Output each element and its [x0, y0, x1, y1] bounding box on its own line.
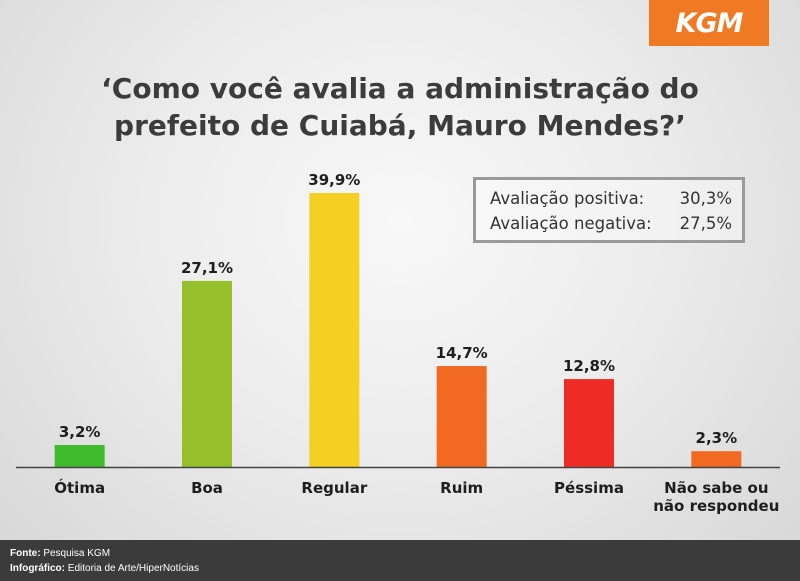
footer-infographic: Infográfico: Editoria de Arte/HiperNotíc…	[10, 561, 800, 576]
bar-3	[436, 366, 487, 467]
chart-title-line-1: ‘Como você avalia a administração do	[101, 72, 699, 105]
bar-value-label-3: 14,7%	[436, 344, 488, 362]
bar-value-label-5: 2,3%	[696, 429, 738, 447]
negative-evaluation-value: 27,5%	[679, 214, 732, 233]
positive-evaluation-label: Avaliação positiva:	[490, 189, 645, 208]
category-label-2: Regular	[301, 479, 367, 497]
bar-value-label-4: 12,8%	[563, 357, 615, 375]
footer: Fonte: Pesquisa KGM Infográfico: Editori…	[0, 540, 800, 581]
bar-1	[182, 280, 232, 467]
category-label-1: Boa	[191, 479, 223, 497]
bar-2	[309, 193, 360, 467]
category-label-5-line-0: Não sabe ou	[664, 479, 768, 497]
bar-chart: 3,2% Ótima 27,1% Boa 39,9% Regular 14,7% Ruim 12…	[16, 171, 780, 515]
footer-source: Fonte: Pesquisa KGM	[10, 546, 800, 561]
evaluation-summary-box: Avaliação positiva: 30,3% Avaliação nega…	[473, 177, 745, 243]
bar-4	[564, 379, 614, 467]
footer-infographic-value: Editoria de Arte/HiperNotícias	[67, 563, 199, 574]
bar-value-label-1: 27,1%	[181, 259, 233, 277]
footer-source-label: Fonte:	[10, 548, 41, 559]
kgm-logo: KGM	[649, 0, 769, 46]
bar-0	[54, 445, 105, 467]
category-label-0: Ótima	[54, 478, 105, 497]
category-label-5-line-1: não respondeu	[653, 497, 779, 515]
positive-evaluation-row: Avaliação positiva: 30,3%	[490, 186, 732, 211]
footer-source-value: Pesquisa KGM	[43, 548, 111, 559]
negative-evaluation-row: Avaliação negativa: 27,5%	[490, 211, 732, 236]
bar-5	[691, 451, 742, 467]
negative-evaluation-label: Avaliação negativa:	[490, 214, 652, 233]
category-label-4: Péssima	[554, 479, 624, 497]
category-label-3: Ruim	[440, 479, 483, 497]
bar-value-label-2: 39,9%	[308, 171, 360, 189]
chart-title-line-2: prefeito de Cuiabá, Mauro Mendes?’	[114, 109, 686, 142]
bar-value-label-0: 3,2%	[59, 423, 101, 441]
positive-evaluation-value: 30,3%	[679, 189, 732, 208]
footer-infographic-label: Infográfico:	[10, 563, 65, 574]
chart-title: ‘Como você avalia a administração do pre…	[60, 70, 740, 144]
